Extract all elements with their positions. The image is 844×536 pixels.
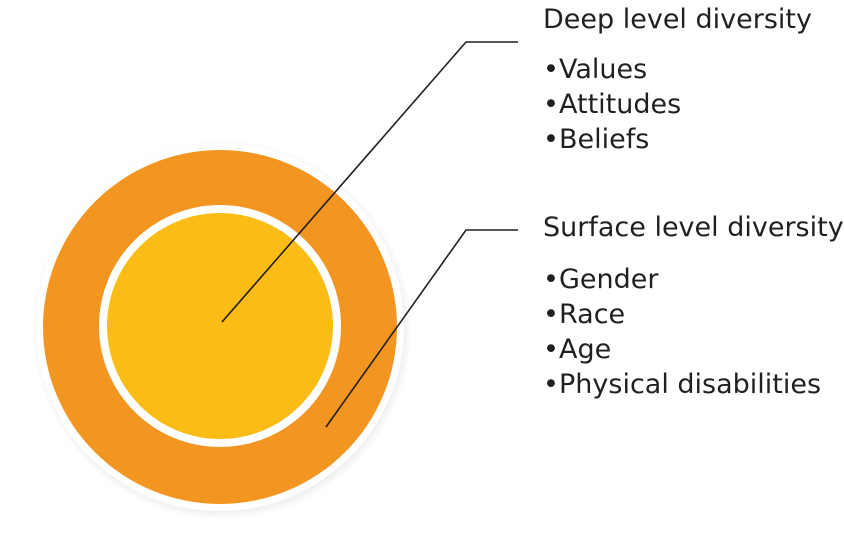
list-item: •Race: [543, 297, 821, 332]
list-item-label: Attitudes: [559, 89, 682, 120]
list-item-label: Beliefs: [559, 124, 650, 155]
list-item: •Physical disabilities: [543, 367, 821, 402]
surface-level-list: •Gender •Race •Age •Physical disabilitie…: [543, 262, 821, 402]
list-item-label: Physical disabilities: [559, 369, 822, 400]
list-item-label: Gender: [559, 264, 659, 295]
deep-level-list: •Values •Attitudes •Beliefs: [543, 52, 681, 157]
deep-level-leader-line: [221, 41, 518, 323]
deep-level-heading: Deep level diversity: [543, 4, 812, 35]
list-item-label: Values: [559, 54, 648, 85]
bullet: •: [543, 124, 559, 155]
list-item: •Age: [543, 332, 821, 367]
bullet: •: [543, 369, 559, 400]
bullet: •: [543, 89, 559, 120]
surface-level-heading: Surface level diversity: [543, 212, 844, 243]
list-item: •Attitudes: [543, 87, 681, 122]
bullet: •: [543, 334, 559, 365]
list-item: •Values: [543, 52, 681, 87]
list-item-label: Race: [559, 299, 626, 330]
list-item: •Beliefs: [543, 122, 681, 157]
surface-level-leader-line: [325, 229, 518, 428]
bullet: •: [543, 54, 559, 85]
list-item: •Gender: [543, 262, 821, 297]
bullet: •: [543, 264, 559, 295]
deep-level-core: [107, 213, 333, 439]
list-item-label: Age: [559, 334, 612, 365]
bullet: •: [543, 299, 559, 330]
